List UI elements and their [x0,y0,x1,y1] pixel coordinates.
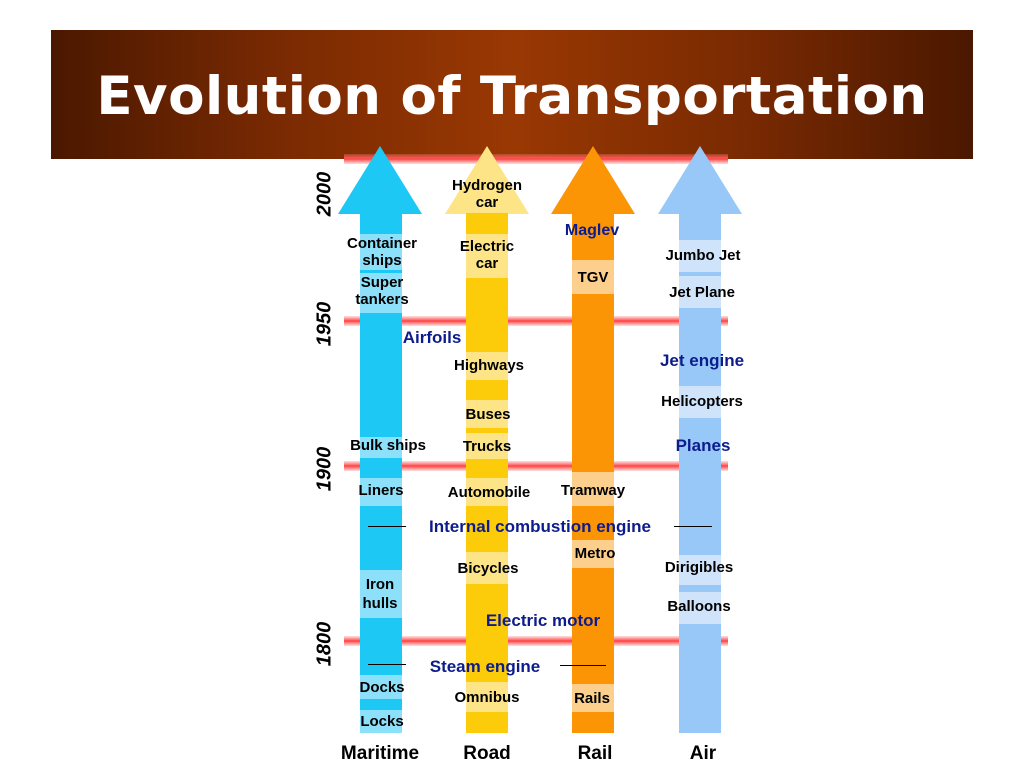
label-super-tankers: Super tankers [355,274,409,308]
label-metro: Metro [574,545,616,562]
ice-dash-left [368,526,406,527]
maritime-segment-docks [360,675,402,699]
rail-segment-tramway [572,472,614,506]
page-title: Evolution of Transportation [96,66,928,127]
year-label-1900: 1900 [313,446,336,492]
road-segment-omnibus [466,682,508,712]
label-trucks: Trucks [462,438,512,455]
category-maritime: Maritime [340,743,420,764]
label-bulk-ships: Bulk ships [350,437,426,454]
rail-segment-metro [572,540,614,568]
rail-arrow-head [551,146,635,214]
road-segment-trucks [466,433,508,459]
maritime-segment-locks [360,710,402,733]
label-planes: Planes [675,436,731,455]
air-segment-jet-plane [679,276,721,308]
label-airfoils: Airfoils [402,328,462,347]
title-banner: Evolution of Transportation [51,30,973,159]
label-steam-engine: Steam engine [429,657,541,676]
road-segment-highways [466,352,508,380]
label-jet-plane: Jet Plane [669,284,735,301]
label-bicycles: Bicycles [457,560,519,577]
year-label-2000: 2000 [313,171,336,217]
road-segment-automobile [466,478,508,506]
maritime-segment-container [360,234,402,270]
maritime-segment-bulk [360,437,402,458]
label-electric-car: Electric car [459,238,515,272]
label-internal-combustion-engine: Internal combustion engine [429,517,651,536]
road-segment-bicycles [466,552,508,584]
label-dirigibles: Dirigibles [664,559,734,576]
ice-dash-right [674,526,712,527]
label-highways: Highways [453,357,525,374]
air-segment-helicopters [679,386,721,418]
air-segment-balloons [679,592,721,624]
label-automobile: Automobile [447,484,531,501]
maritime-segment-liners [360,478,402,506]
category-rail: Rail [577,743,613,764]
label-maglev: Maglev [564,222,620,239]
label-tgv: TGV [577,269,609,286]
air-arrow-head [658,146,742,214]
year-label-1800: 1800 [313,621,336,667]
rail-segment-tgv [572,260,614,294]
road-segment-buses [466,400,508,428]
label-hydrogen-car: Hydrogen car [451,177,523,211]
road-segment-electric-car [466,234,508,278]
label-locks: Locks [360,713,404,730]
steam-dash-right [560,665,606,666]
road-arrow-shaft [466,213,508,733]
category-air: Air [689,743,717,764]
label-jet-engine: Jet engine [659,351,745,370]
category-road: Road [463,743,511,764]
label-docks: Docks [359,679,405,696]
label-helicopters: Helicopters [661,393,743,410]
year-line-2000 [344,154,728,164]
air-segment-dirigibles [679,555,721,585]
label-electric-motor: Electric motor [485,611,601,630]
year-line-1800 [344,636,728,646]
maritime-segment-tankers [360,273,402,313]
road-arrow-head [445,146,529,214]
label-buses: Buses [465,406,511,423]
label-liners: Liners [358,482,404,499]
label-omnibus: Omnibus [454,689,520,706]
maritime-arrow-head [338,146,422,214]
label-rails: Rails [574,690,610,707]
air-segment-jumbo [679,240,721,272]
steam-dash-left [368,664,406,665]
maritime-segment-iron [360,570,402,618]
rail-segment-rails [572,684,614,712]
label-balloons: Balloons [667,598,731,615]
year-line-1900 [344,461,728,471]
label-tramway: Tramway [560,482,626,499]
year-line-1950 [344,316,728,326]
label-jumbo-jet: Jumbo Jet [665,247,741,264]
label-iron-hulls: Iron hulls [362,576,398,612]
year-label-1950: 1950 [313,301,336,347]
label-container-ships: Container ships [346,235,418,269]
